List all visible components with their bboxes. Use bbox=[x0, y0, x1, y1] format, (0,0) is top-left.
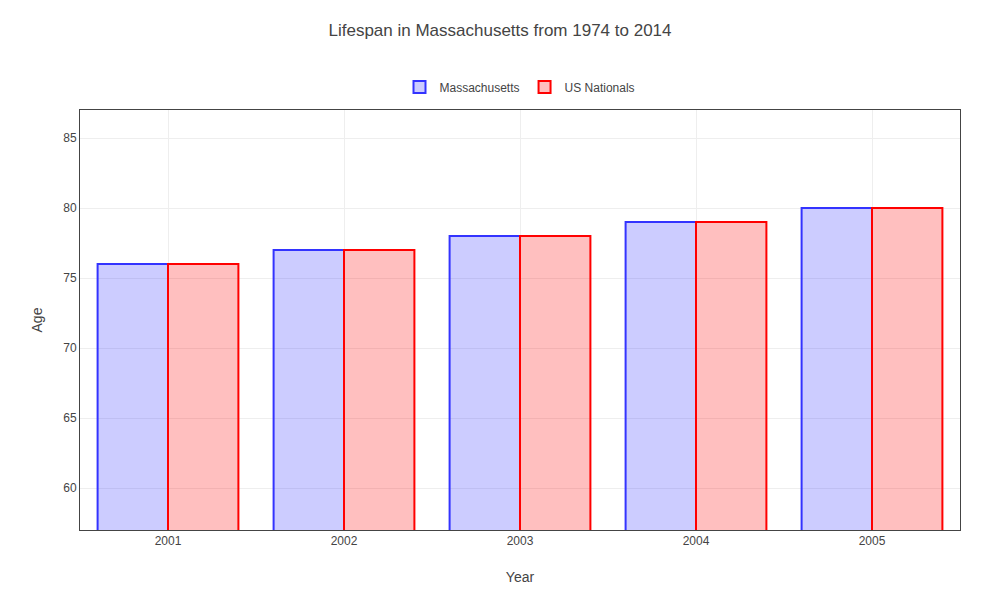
svg-text:2004: 2004 bbox=[683, 534, 710, 548]
svg-text:85: 85 bbox=[63, 131, 77, 145]
svg-text:Year: Year bbox=[506, 569, 535, 585]
svg-text:Age: Age bbox=[29, 307, 45, 332]
svg-text:2001: 2001 bbox=[155, 534, 182, 548]
svg-text:2003: 2003 bbox=[507, 534, 534, 548]
svg-text:80: 80 bbox=[63, 201, 77, 215]
svg-text:2002: 2002 bbox=[331, 534, 358, 548]
svg-text:Lifespan in Massachusetts from: Lifespan in Massachusetts from 1974 to 2… bbox=[328, 21, 671, 40]
svg-text:60: 60 bbox=[63, 481, 77, 495]
svg-text:US Nationals: US Nationals bbox=[565, 81, 635, 95]
svg-text:70: 70 bbox=[63, 341, 77, 355]
svg-text:65: 65 bbox=[63, 411, 77, 425]
svg-text:Massachusetts: Massachusetts bbox=[440, 81, 520, 95]
svg-text:75: 75 bbox=[63, 271, 77, 285]
svg-text:2005: 2005 bbox=[859, 534, 886, 548]
